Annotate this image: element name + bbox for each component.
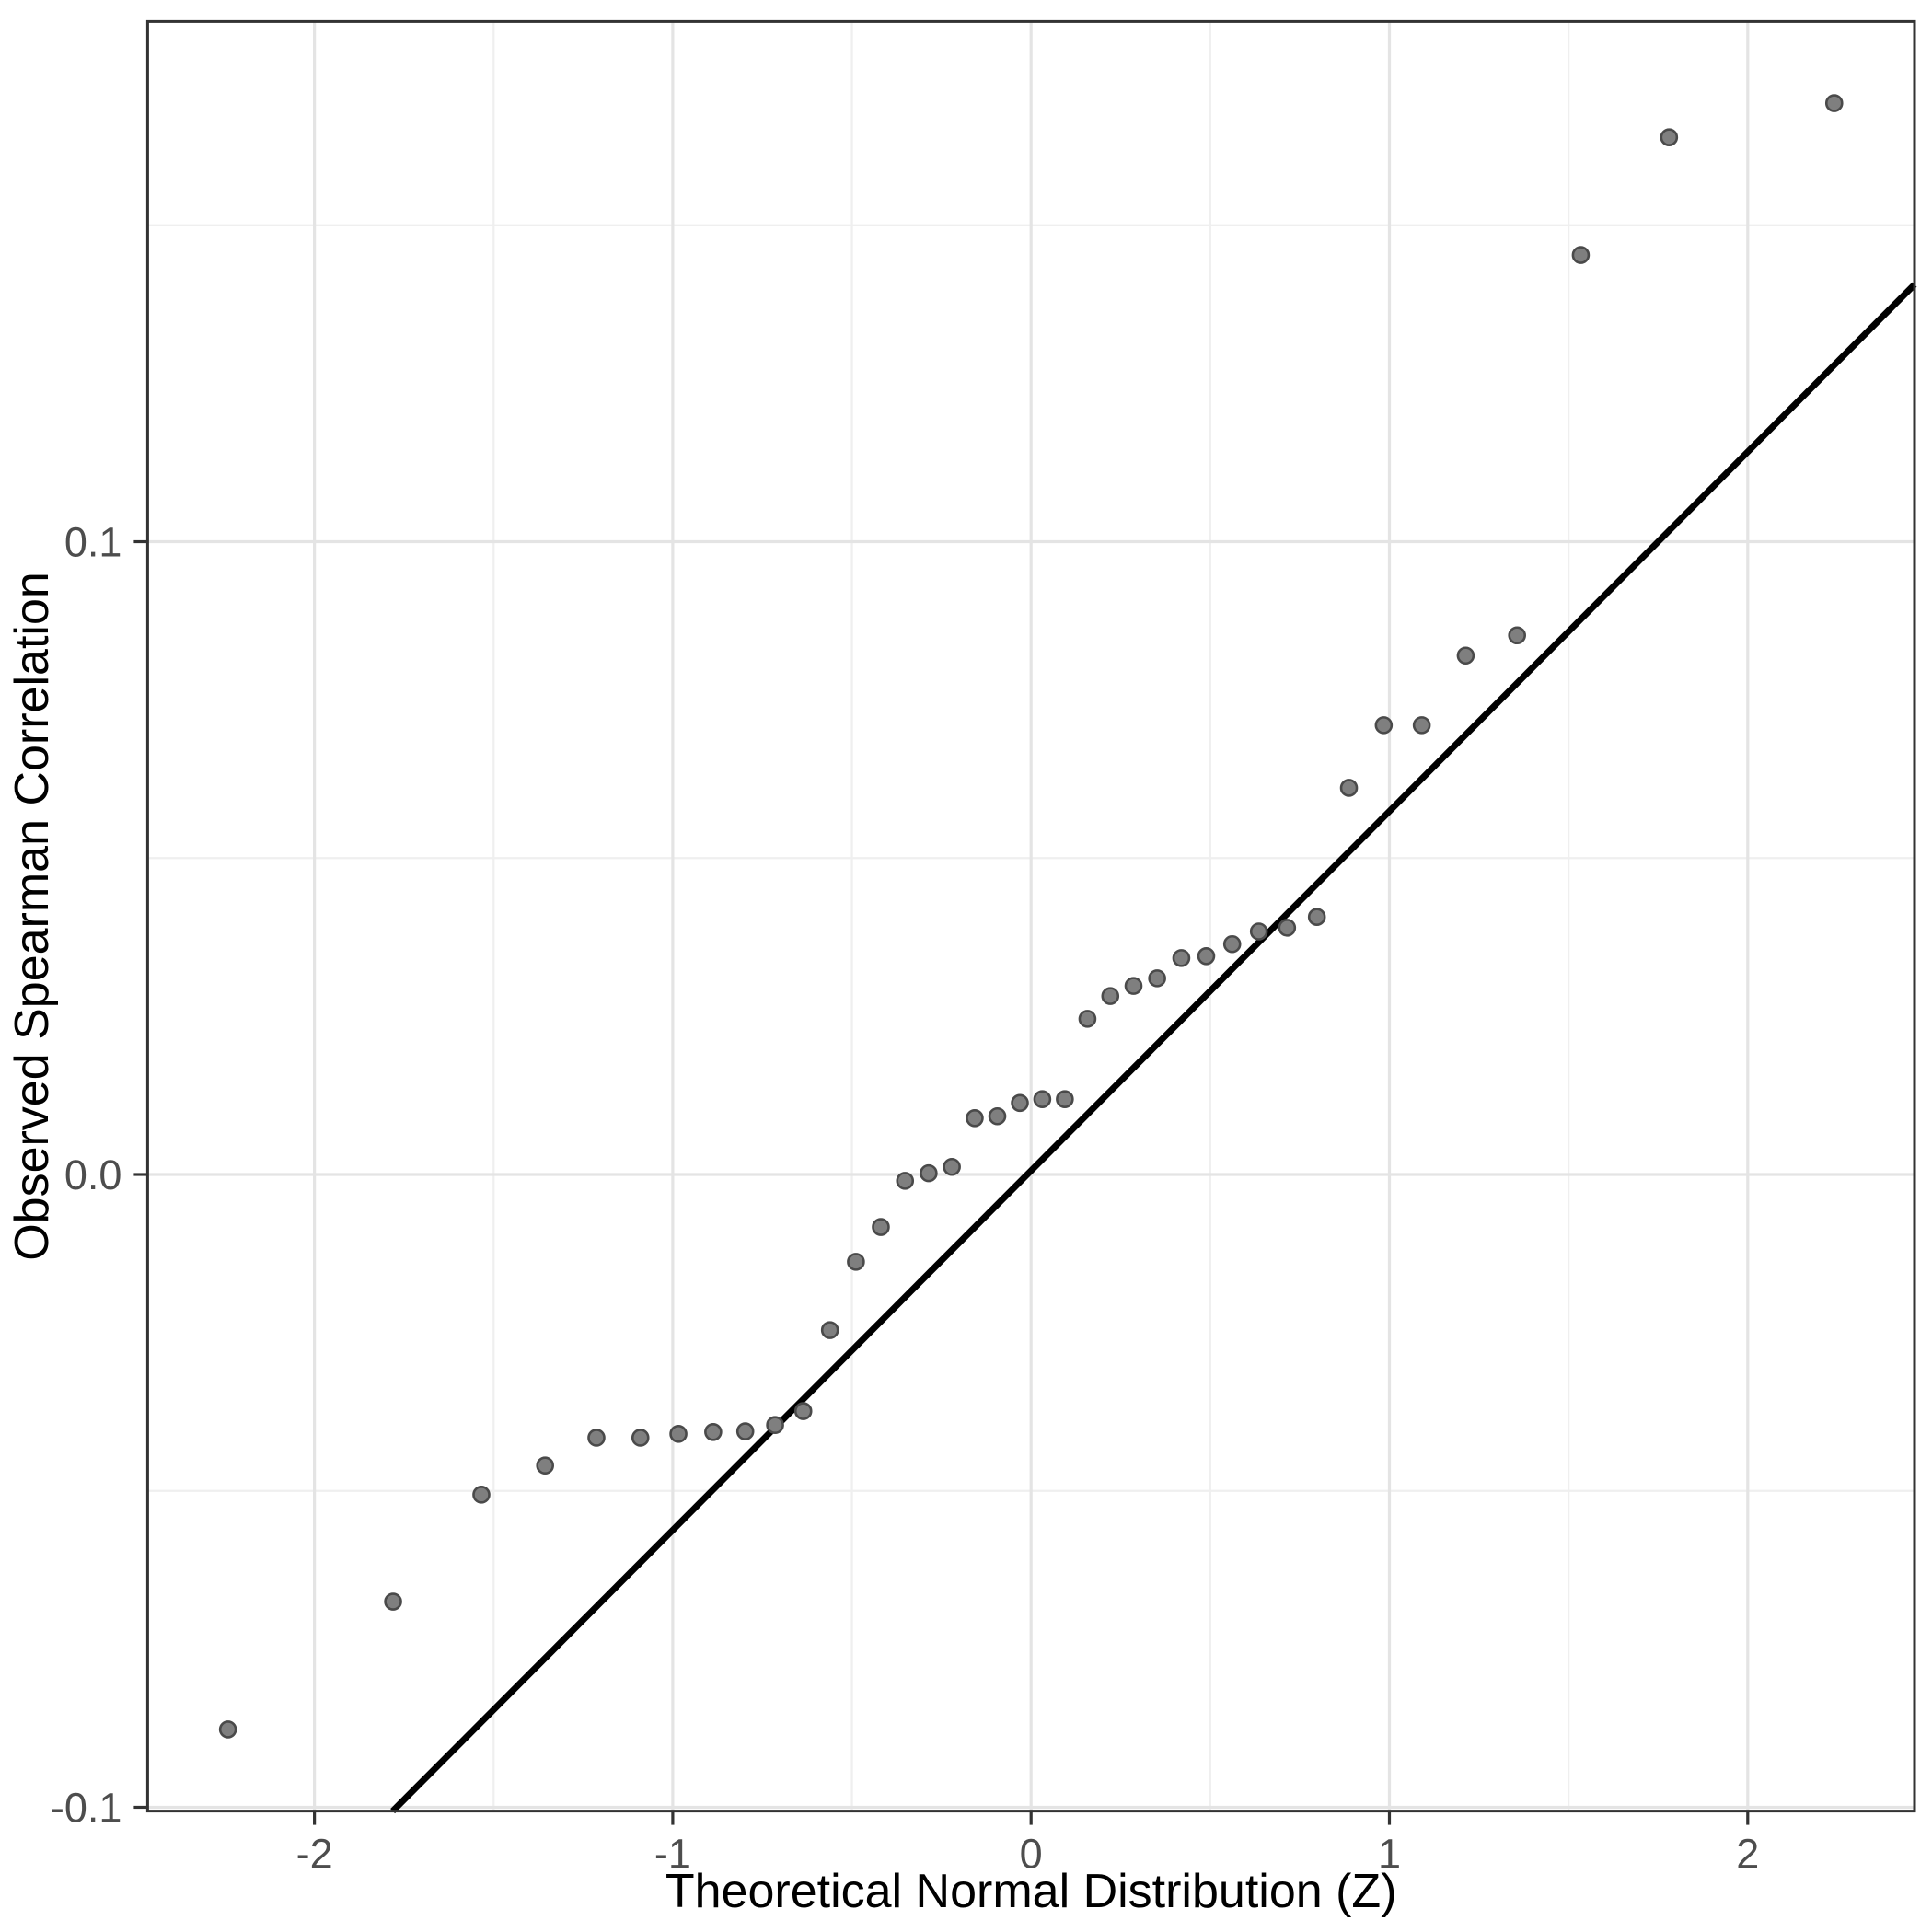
data-point [1222,934,1242,954]
data-point [920,1163,938,1183]
data-point [735,1422,755,1440]
data-point [1571,246,1591,264]
y-tick-label: 0.1 [64,519,122,566]
data-point [1172,949,1191,967]
data-point [1011,1093,1029,1113]
x-tick-label: -1 [654,1831,691,1878]
data-point [669,1425,688,1443]
data-point [704,1422,723,1441]
data-point [988,1106,1007,1126]
y-tick-label: -0.1 [51,1784,122,1831]
data-point [1508,626,1526,645]
data-points-group [218,94,1844,1739]
data-point [1197,947,1216,966]
data-point [847,1253,865,1271]
data-point [384,1592,402,1611]
y-axis-title: Observed Spearman Correlation [6,572,59,1261]
x-axis-title: Theoretical Normal Distribution (Z) [665,1865,1397,1918]
data-point [966,1109,984,1128]
data-point [1278,919,1297,937]
data-point [766,1416,784,1435]
data-point [587,1429,606,1447]
x-tick-label: 0 [1020,1831,1043,1878]
data-point [1078,1010,1097,1028]
data-point [1456,646,1475,665]
y-tick-label: 0.0 [64,1151,122,1198]
data-point [1056,1090,1074,1108]
x-tick-label: 2 [1736,1831,1759,1878]
data-point [1124,977,1143,995]
data-point [872,1218,890,1236]
data-point [1412,716,1431,735]
data-point [943,1157,961,1176]
data-point [1307,908,1326,926]
data-point [218,1720,237,1739]
data-point [1374,716,1394,735]
data-point [1033,1090,1052,1108]
data-point [536,1456,555,1475]
data-point [1660,128,1679,147]
axis-ticks-group [133,539,1750,1825]
x-tick-label: -2 [296,1831,333,1878]
data-point [820,1321,839,1339]
data-point [1824,94,1844,112]
data-point [631,1429,650,1447]
data-point [896,1172,915,1190]
qq-reference-line [390,282,1917,1814]
tick-labels-group: -2 -1 0 1 2 0.1 0.0 -0.1 [51,519,1759,1878]
data-point [1101,987,1120,1005]
data-point [1339,779,1359,797]
data-point [472,1486,491,1504]
data-point [793,1402,813,1420]
reference-line-group [390,282,1917,1814]
data-point [1249,922,1268,941]
x-tick-label: 1 [1378,1831,1401,1878]
data-point [1148,969,1166,988]
